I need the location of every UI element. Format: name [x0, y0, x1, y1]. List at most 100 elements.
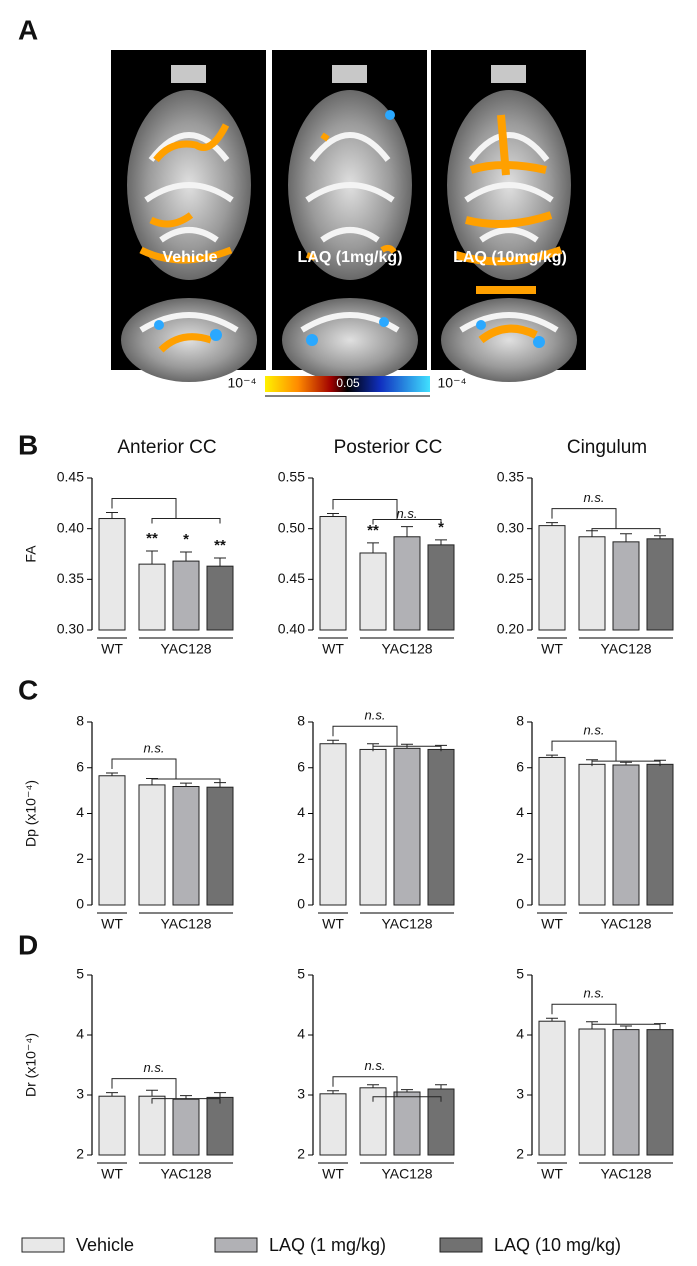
- group-label: YAC128: [381, 916, 432, 932]
- group-label: WT: [541, 916, 563, 932]
- y-tick-label: 0.35: [497, 469, 524, 485]
- chart-title: Cingulum: [567, 437, 647, 458]
- bar: [538, 1020, 566, 1156]
- comparison-bracket: [332, 725, 442, 752]
- error-bar: [367, 542, 379, 553]
- error-bar: [327, 512, 339, 517]
- bar: [138, 563, 166, 631]
- error-bar: [620, 1025, 632, 1030]
- bar: [612, 1029, 640, 1156]
- bar: [319, 1093, 347, 1156]
- y-tick-label: 0.30: [497, 519, 524, 535]
- y-axis-label: Dr (x10⁻⁴): [23, 1033, 39, 1097]
- bar: [578, 763, 606, 906]
- y-tick-label: 4: [76, 1026, 84, 1042]
- group-label: YAC128: [160, 641, 211, 657]
- y-tick-label: 4: [297, 804, 305, 820]
- error-bar: [620, 533, 632, 542]
- error-bar: [401, 1089, 413, 1092]
- y-tick-label: 0.40: [278, 621, 305, 637]
- bar: [98, 1095, 126, 1156]
- y-axis-label: Dp (x10⁻⁴): [23, 780, 39, 847]
- group-label: WT: [322, 1166, 344, 1182]
- comparison-bracket: [332, 1076, 442, 1102]
- bar: [393, 1091, 421, 1156]
- bar: [172, 786, 200, 906]
- error-bar: [620, 761, 632, 766]
- error-bar: [435, 1084, 447, 1089]
- y-tick-label: 0.50: [278, 519, 305, 535]
- group-label: WT: [101, 1166, 123, 1182]
- bar: [359, 552, 387, 631]
- legend-label: LAQ (10 mg/kg): [494, 1235, 621, 1255]
- image-label: LAQ (10mg/kg): [453, 249, 567, 266]
- colorbar-label: 10⁻⁴: [438, 375, 467, 391]
- panel-label: B: [18, 429, 38, 460]
- bar: [98, 775, 126, 906]
- y-tick-label: 3: [297, 1086, 305, 1102]
- y-tick-label: 2: [516, 1146, 524, 1162]
- bracket-label: n.s.: [584, 986, 605, 1001]
- error-bar: [546, 522, 558, 526]
- error-bar: [654, 535, 666, 539]
- bracket-label: n.s.: [584, 723, 605, 738]
- colorbar: [265, 376, 430, 392]
- comparison-bracket: [551, 740, 661, 767]
- bar: [538, 756, 566, 906]
- error-bar: [367, 1084, 379, 1088]
- y-tick-label: 0.40: [57, 519, 84, 535]
- y-tick-label: 3: [516, 1086, 524, 1102]
- error-bar: [106, 1092, 118, 1097]
- group-label: YAC128: [600, 916, 651, 932]
- error-bar: [435, 539, 447, 545]
- comparison-bracket: [551, 508, 661, 534]
- group-label: YAC128: [600, 641, 651, 657]
- colorbar-label: 10⁻⁴: [228, 375, 257, 391]
- y-tick-label: 0: [516, 896, 524, 912]
- y-tick-label: 0.35: [57, 570, 84, 586]
- y-tick-label: 5: [516, 966, 524, 982]
- error-bar: [327, 1090, 339, 1094]
- group-label: WT: [322, 641, 344, 657]
- panel-label: D: [18, 929, 38, 960]
- bar: [427, 748, 455, 906]
- y-tick-label: 5: [76, 966, 84, 982]
- y-tick-label: 0: [76, 896, 84, 912]
- comparison-bracket: [111, 758, 221, 785]
- y-tick-label: 3: [76, 1086, 84, 1102]
- bar: [646, 1029, 674, 1156]
- significance-label: n.s.: [397, 506, 418, 521]
- colorbar-label: 0.05: [336, 376, 360, 390]
- bar: [578, 1028, 606, 1156]
- group-label: YAC128: [160, 916, 211, 932]
- y-tick-label: 2: [76, 1146, 84, 1162]
- bar: [359, 748, 387, 906]
- error-bar: [546, 1017, 558, 1022]
- bar: [393, 536, 421, 631]
- bar: [578, 536, 606, 631]
- y-tick-label: 8: [516, 713, 524, 729]
- group-label: WT: [541, 641, 563, 657]
- image-label: LAQ (1mg/kg): [298, 249, 403, 266]
- significance-label: **: [214, 537, 226, 554]
- y-tick-label: 0.25: [497, 570, 524, 586]
- significance-label: **: [146, 530, 158, 547]
- bar: [427, 544, 455, 631]
- bracket-label: n.s.: [365, 1058, 386, 1073]
- bar: [612, 541, 640, 631]
- y-tick-label: 4: [516, 1026, 524, 1042]
- chart-title: Posterior CC: [334, 437, 443, 458]
- chart-title: Anterior CC: [117, 437, 216, 458]
- legend-swatch: [214, 1237, 258, 1253]
- group-label: YAC128: [160, 1166, 211, 1182]
- legend-label: Vehicle: [76, 1235, 134, 1255]
- bar: [538, 525, 566, 631]
- comparison-bracket: [551, 1003, 661, 1030]
- bar: [393, 747, 421, 906]
- error-bar: [146, 550, 158, 565]
- error-bar: [214, 557, 226, 567]
- bar: [612, 764, 640, 906]
- y-tick-label: 8: [297, 713, 305, 729]
- error-bar: [180, 782, 192, 787]
